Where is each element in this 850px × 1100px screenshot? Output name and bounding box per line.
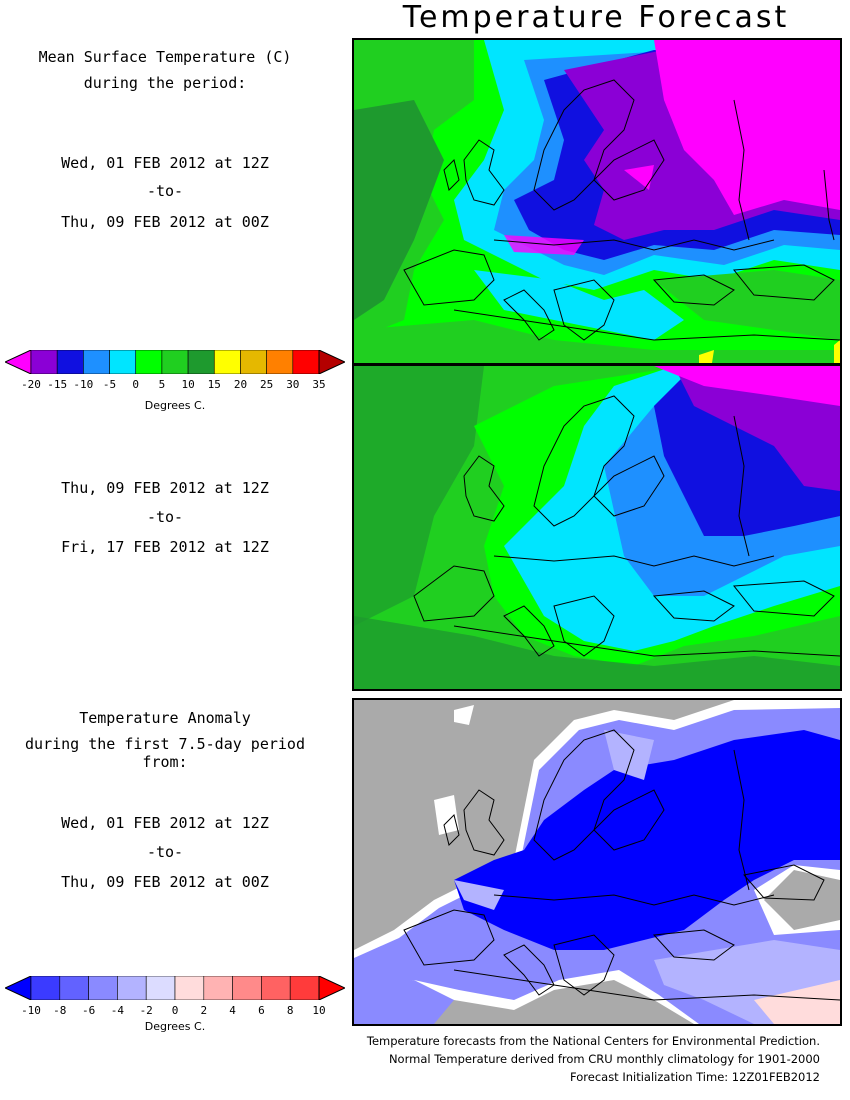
temperature-colorbar-tick-label: 25: [260, 378, 274, 391]
temperature-colorbar: [5, 350, 345, 374]
temperature-colorbar-segment: [292, 350, 320, 374]
anomaly-colorbar-segment: [145, 976, 176, 1000]
anomaly-colorbar-tick-label: -4: [110, 1004, 125, 1017]
anomaly-colorbar-tick-label: 8: [286, 1004, 294, 1017]
anomaly-colorbar-tick-label: -10: [21, 1004, 41, 1017]
panel2-end-date: Fri, 17 FEB 2012 at 12Z: [61, 538, 269, 556]
panel3-to: -to-: [146, 843, 184, 861]
temperature-colorbar-tick-label: -15: [47, 378, 68, 391]
map-week1-graphic: [354, 40, 840, 363]
temperature-colorbar-tick-label: 0: [132, 378, 140, 391]
temperature-colorbar-units: Degrees C.: [144, 399, 206, 412]
panel3-start-date: Wed, 01 FEB 2012 at 12Z: [61, 814, 269, 832]
temperature-colorbar-segment: [213, 350, 241, 374]
anomaly-colorbar-segment: [30, 976, 61, 1000]
anomaly-colorbar-units: Degrees C.: [144, 1020, 206, 1033]
temperature-colorbar-segment: [266, 350, 294, 374]
temperature-colorbar-segment: [161, 350, 189, 374]
temperature-colorbar-segment: [187, 350, 215, 374]
anomaly-colorbar-segment: [59, 976, 89, 1000]
panel1-heading-line1: Mean Surface Temperature (C): [38, 48, 292, 66]
anomaly-colorbar-tick-label: -2: [139, 1004, 153, 1017]
anomaly-colorbar-low-arrow: [5, 976, 32, 1000]
temperature-colorbar-high-arrow: [318, 350, 345, 374]
temperature-colorbar-segment: [240, 350, 267, 374]
temperature-colorbar-tick-label: 15: [207, 378, 221, 391]
anomaly-colorbar-segment: [289, 976, 320, 1000]
temperature-colorbar-tick-label: 30: [286, 378, 300, 391]
anomaly-colorbar-segment: [261, 976, 291, 1000]
anomaly-colorbar-graphic: [5, 976, 345, 1000]
panel1-to: -to-: [146, 182, 184, 200]
anomaly-colorbar-high-arrow: [318, 976, 345, 1000]
temperature-colorbar-segment: [83, 350, 110, 374]
anomaly-colorbar-tick-label: 6: [258, 1004, 265, 1017]
map-anomaly-graphic: [354, 700, 840, 1024]
temperature-colorbar-tick-label: 5: [158, 378, 166, 391]
temperature-colorbar-tick-label: -10: [73, 378, 94, 391]
panel2-start-date: Thu, 09 FEB 2012 at 12Z: [61, 479, 269, 497]
page-title: Temperature Forecast: [402, 0, 790, 35]
temperature-colorbar-segment: [30, 350, 58, 374]
map-week2-temperature: [352, 364, 842, 691]
anomaly-colorbar-tick-label: 4: [229, 1004, 236, 1017]
anomaly-colorbar-ticks: -10 -8 -6 -4 -2 0 2 4 6 8 10: [5, 1004, 345, 1018]
panel1-start-date: Wed, 01 FEB 2012 at 12Z: [61, 154, 269, 172]
map-week2-graphic: [354, 366, 840, 689]
footer-source-line: Temperature forecasts from the National …: [366, 1034, 820, 1048]
anomaly-colorbar-segment: [203, 976, 233, 1000]
temperature-colorbar-tick-label: -20: [21, 378, 41, 391]
temperature-colorbar-tick-label: -5: [102, 378, 117, 391]
temperature-colorbar-segment: [56, 350, 84, 374]
temperature-colorbar-segment: [109, 350, 137, 374]
temperature-colorbar-graphic: [5, 350, 345, 374]
footer-climatology-line: Normal Temperature derived from CRU mont…: [388, 1052, 820, 1066]
anomaly-colorbar-segment: [232, 976, 262, 1000]
anomaly-colorbar-segment: [117, 976, 147, 1000]
map-week1-temperature: [352, 38, 842, 365]
panel3-heading-line2: during the first 7.5-day period from:: [25, 735, 305, 771]
anomaly-colorbar-segment: [174, 976, 205, 1000]
anomaly-colorbar-tick-label: 0: [171, 1004, 179, 1017]
panel1-heading-line2: during the period:: [83, 74, 247, 92]
temperature-colorbar-ticks: -20 -15 -10 -5 0 5 10 15 20 25 30 35: [5, 378, 345, 392]
panel3-end-date: Thu, 09 FEB 2012 at 00Z: [61, 873, 269, 891]
temperature-colorbar-tick-label: 20: [233, 378, 248, 391]
temperature-colorbar-low-arrow: [5, 350, 32, 374]
temperature-colorbar-tick-label: 35: [312, 378, 326, 391]
panel1-end-date: Thu, 09 FEB 2012 at 00Z: [61, 213, 269, 231]
temperature-colorbar-segment: [135, 350, 163, 374]
anomaly-colorbar-tick-label: -8: [53, 1004, 67, 1017]
panel2-to: -to-: [146, 508, 184, 526]
map-temperature-anomaly: [352, 698, 842, 1026]
temperature-colorbar-tick-label: 10: [181, 378, 195, 391]
anomaly-colorbar-segment: [88, 976, 118, 1000]
anomaly-colorbar-tick-label: 2: [200, 1004, 208, 1017]
anomaly-colorbar-tick-label: 10: [312, 1004, 326, 1017]
panel3-heading-line1: Temperature Anomaly: [79, 709, 251, 727]
anomaly-colorbar-tick-label: -6: [81, 1004, 96, 1017]
footer-init-time: Forecast Initialization Time: 12Z01FEB20…: [570, 1070, 820, 1084]
anomaly-colorbar: [5, 976, 345, 1000]
